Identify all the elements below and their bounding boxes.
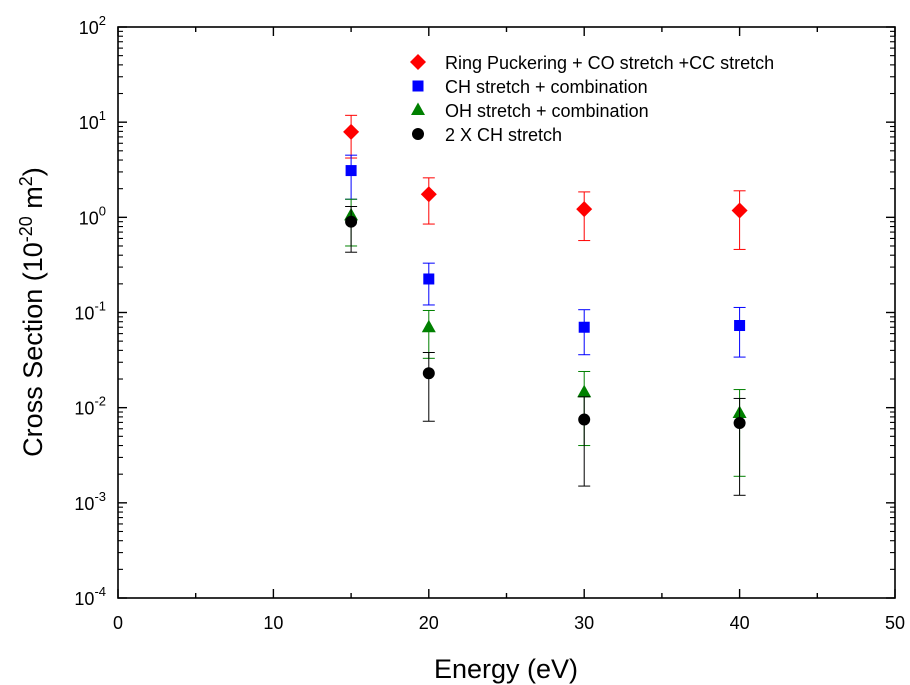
data-point-diamond: [420, 186, 437, 203]
y-tick-label-base: 10: [74, 304, 94, 324]
y-tick-label: 102: [79, 13, 106, 38]
series-circle: [345, 205, 746, 496]
legend: Ring Puckering + CO stretch +CC stretch C…: [410, 53, 774, 145]
y-tick-label-base: 10: [74, 494, 94, 514]
data-point-square: [578, 321, 590, 333]
y-tick-label: 100: [79, 203, 106, 228]
data-point-triangle: [421, 319, 436, 333]
y-tick-label-base: 10: [74, 589, 94, 609]
y-axis-title: Cross Section (10-20 m2): [16, 167, 48, 457]
x-tick-label: 20: [419, 613, 439, 633]
legend-item: OH stretch + combination: [411, 101, 649, 121]
x-tick-label: 50: [885, 613, 905, 633]
legend-marker-square: [412, 80, 424, 92]
data-point-diamond: [576, 201, 593, 218]
legend-item: CH stretch + combination: [412, 77, 648, 97]
y-tick-label-exponent: -4: [94, 584, 106, 599]
y-tick-label-base: 10: [74, 399, 94, 419]
data-point-circle: [733, 417, 746, 430]
legend-item: 2 X CH stretch: [412, 125, 562, 145]
y-tick-label-base: 10: [79, 208, 99, 228]
legend-label: Ring Puckering + CO stretch +CC stretch: [445, 53, 774, 73]
y-axis-title-mid: m: [18, 186, 48, 216]
data-point-circle: [422, 367, 435, 380]
legend-marker-diamond: [410, 54, 426, 70]
y-tick-label: 10-3: [74, 489, 106, 514]
data-point-diamond: [343, 123, 360, 140]
data-point-square: [423, 273, 435, 285]
legend-item: Ring Puckering + CO stretch +CC stretch: [410, 53, 774, 73]
x-tick-label: 0: [113, 613, 123, 633]
data-point-square: [734, 320, 746, 332]
data-point-square: [345, 165, 357, 177]
legend-label: CH stretch + combination: [445, 77, 648, 97]
y-tick-label-exponent: -1: [94, 299, 106, 314]
x-tick-label: 40: [730, 613, 750, 633]
data-point-triangle: [577, 384, 592, 398]
y-tick-label: 10-4: [74, 584, 106, 609]
legend-marker-circle: [412, 128, 424, 140]
data-point-circle: [345, 215, 358, 228]
series-diamond: [343, 114, 748, 250]
y-tick-label: 101: [79, 108, 106, 133]
y-tick-label-exponent: 2: [99, 13, 106, 28]
x-tick-labels: 0 10 20 30 40 50: [113, 613, 905, 633]
legend-label: OH stretch + combination: [445, 101, 649, 121]
y-tick-label-exponent: 1: [99, 108, 106, 123]
y-axis-title-end: ): [18, 167, 48, 176]
y-tick-label-exponent: -3: [94, 489, 106, 504]
y-tick-label: 10-1: [74, 299, 106, 324]
y-tick-label-base: 10: [79, 18, 99, 38]
y-tick-label: 10-2: [74, 394, 106, 419]
legend-marker-triangle: [411, 102, 425, 115]
series-square: [345, 154, 746, 358]
series-triangle: [344, 198, 747, 477]
y-tick-label-exponent: -2: [94, 394, 106, 409]
y-tick-label-base: 10: [79, 113, 99, 133]
y-axis-title-exponent2: 2: [16, 176, 36, 186]
x-tick-label: 30: [574, 613, 594, 633]
x-axis-title: Energy (eV): [434, 654, 578, 684]
y-axis-title-base: Cross Section (10: [18, 242, 48, 457]
y-axis-title-exponent: -20: [16, 216, 36, 242]
plot-marks: [343, 114, 748, 496]
data-point-circle: [578, 413, 591, 426]
y-tick-label-exponent: 0: [99, 203, 106, 218]
x-tick-label: 10: [263, 613, 283, 633]
data-point-diamond: [731, 202, 748, 219]
legend-label: 2 X CH stretch: [445, 125, 562, 145]
axes-ticks: [117, 26, 896, 599]
